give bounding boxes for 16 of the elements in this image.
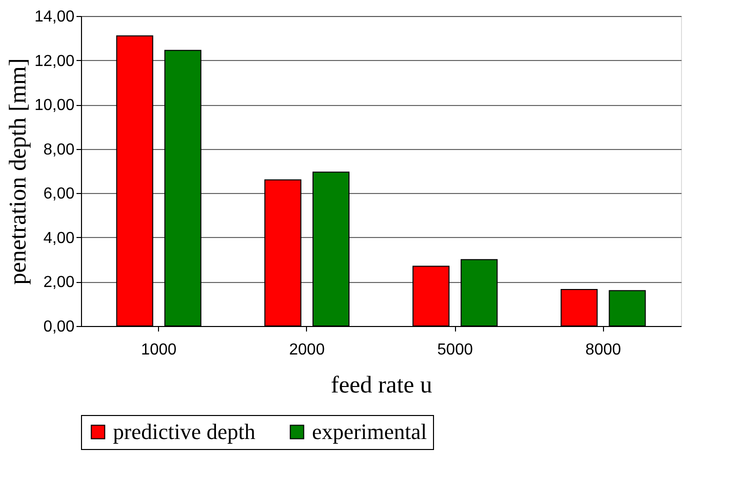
x-tick-label: 2000 [289, 342, 325, 358]
y-tick-label: 2,00 [43, 274, 75, 292]
legend-label: experimental [312, 419, 427, 444]
x-tick-label: 1000 [140, 342, 177, 358]
y-tick-label: 6,00 [43, 186, 75, 203]
y-tick-label: 14,00 [34, 8, 75, 26]
y-tick-label: 0,00 [43, 318, 75, 336]
y-tick-label: 8,00 [43, 141, 75, 158]
y-tick-label: 10,00 [34, 97, 75, 114]
y-axis-title: penetration depth [mm] [5, 58, 32, 285]
x-tick-label: 8000 [585, 342, 622, 358]
x-axis-title: feed rate u [330, 372, 432, 398]
x-tick-label: 5000 [437, 342, 473, 358]
y-tick-label: 12,00 [34, 52, 75, 70]
legend-label: predictive depth [113, 419, 256, 444]
y-tick-label: 4,00 [43, 230, 75, 247]
